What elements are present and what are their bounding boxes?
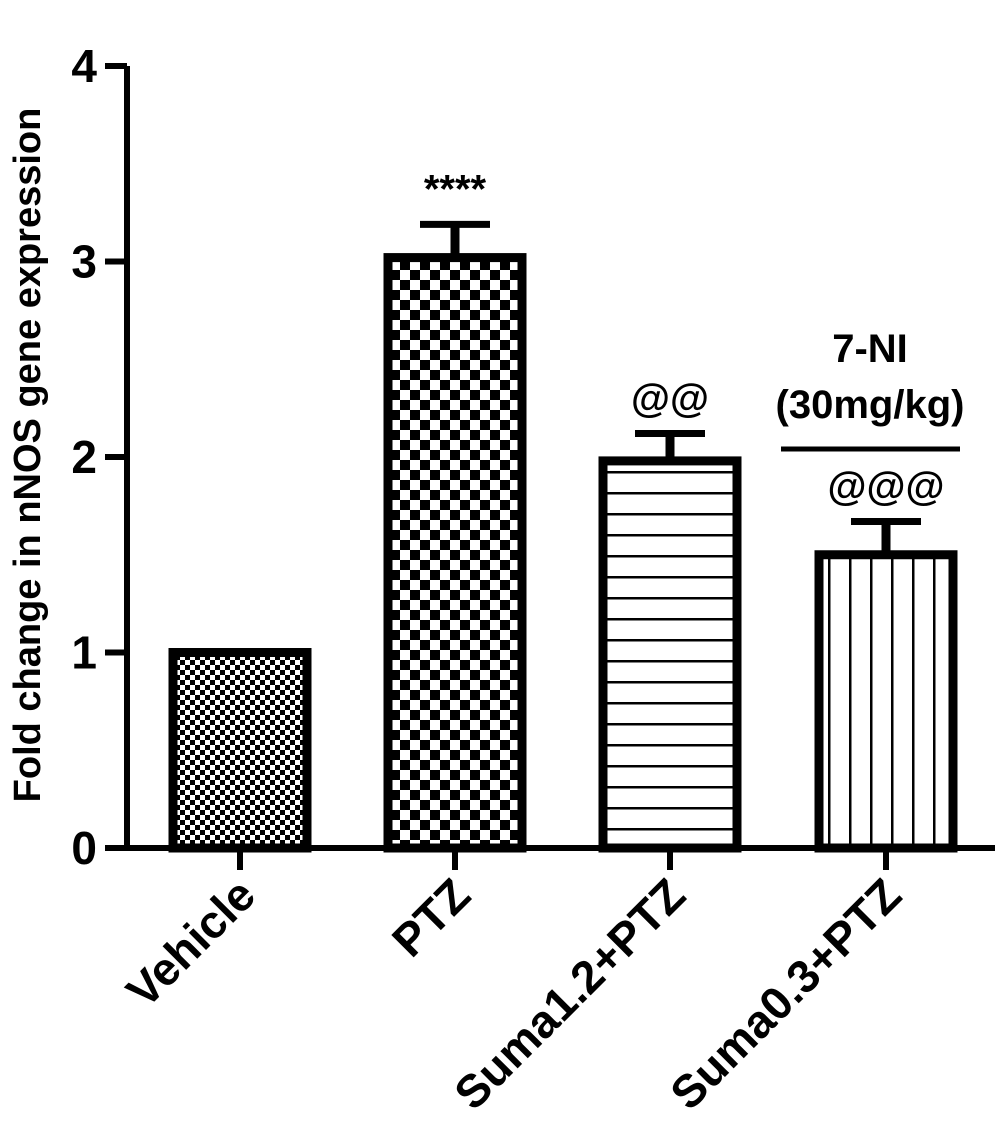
annotations: ****@@@@@7-NI(30mg/kg) <box>424 167 965 508</box>
y-tick-label: 2 <box>71 431 97 483</box>
significance-label: @@ <box>631 377 709 421</box>
significance-label: **** <box>424 167 487 211</box>
bar-suma0-3-ptz <box>814 550 958 853</box>
x-tick-label: Suma1.2+PTZ <box>444 868 695 1119</box>
bar-vehicle <box>168 648 312 853</box>
x-tick-label: Vehicle <box>116 868 265 1017</box>
bars <box>168 220 958 853</box>
bar-suma1-2-ptz <box>598 456 742 853</box>
significance-label: @@@ <box>827 465 944 509</box>
y-axis-label: Fold change in nNOS gene expression <box>7 108 49 803</box>
y-tick-label: 3 <box>71 236 97 288</box>
group-annotation-line2: (30mg/kg) <box>776 383 965 427</box>
group-annotation-line1: 7-NI <box>832 327 908 371</box>
x-tick-label: PTZ <box>382 868 480 966</box>
x-tick-label: Suma0.3+PTZ <box>660 868 911 1119</box>
bar-ptz <box>383 253 527 853</box>
y-tick-label: 0 <box>71 822 97 874</box>
y-tick-label: 1 <box>71 627 97 679</box>
y-tick-label: 4 <box>71 40 97 92</box>
